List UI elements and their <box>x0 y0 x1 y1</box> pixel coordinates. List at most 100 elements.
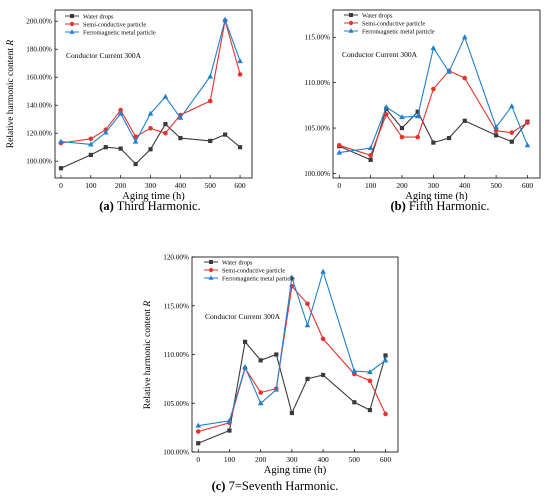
data-point-circle <box>336 143 342 148</box>
legend-label: Semi-conductive particle <box>83 21 146 28</box>
data-point-circle <box>431 86 436 92</box>
legend-marker-circle <box>348 20 354 26</box>
plot-frame <box>54 9 253 179</box>
x-tick-label: 500 <box>490 181 502 190</box>
x-tick-label: 400 <box>175 181 187 190</box>
caption-letter: (a) <box>99 199 114 213</box>
data-point-square <box>352 400 357 405</box>
y-tick-label: 100.00% <box>163 449 189 457</box>
y-tick-label: 180.00% <box>26 46 52 54</box>
data-point-triangle <box>117 110 124 116</box>
data-point-square <box>163 122 168 127</box>
series-line-1 <box>197 340 387 444</box>
data-point-square <box>237 145 243 150</box>
legend-label: Ferromagnetic metal particle <box>222 275 295 282</box>
data-point-triangle <box>222 16 228 22</box>
x-tick-label: 0 <box>196 455 200 464</box>
legend-marker-square <box>70 14 74 18</box>
data-point-triangle <box>399 114 405 120</box>
data-point-triangle <box>508 103 515 109</box>
data-point-square <box>509 139 514 144</box>
x-tick-label: 300 <box>428 181 440 190</box>
x-tick-label: 600 <box>234 181 246 190</box>
annotation-current: Conductor Current 300A <box>205 312 281 321</box>
data-point-square <box>208 138 213 143</box>
x-tick-label: 100 <box>85 181 97 190</box>
data-point-square <box>88 152 93 157</box>
legend-label: Water drops <box>222 259 253 266</box>
data-point-circle <box>163 130 168 136</box>
data-point-square <box>462 118 467 123</box>
data-point-triangle <box>446 68 452 74</box>
data-point-square <box>415 109 420 114</box>
legend-marker-square <box>209 260 213 264</box>
data-point-triangle <box>88 141 94 147</box>
legend-marker-square <box>349 13 353 17</box>
x-tick-label: 600 <box>522 181 534 190</box>
y-axis-label-variable: R <box>143 301 153 308</box>
data-point-square <box>399 125 405 131</box>
data-point-square <box>320 372 326 378</box>
x-tick-label: 400 <box>459 181 471 190</box>
data-point-circle <box>399 134 405 140</box>
x-tick-label: 0 <box>59 181 63 190</box>
data-point-square <box>274 352 279 357</box>
caption-text: Third Harmonic. <box>114 199 201 213</box>
data-point-triangle <box>242 364 248 370</box>
y-tick-label: 100.00% <box>26 158 52 166</box>
data-point-circle <box>368 152 373 158</box>
data-point-triangle <box>367 369 373 375</box>
data-point-triangle <box>430 45 437 51</box>
data-point-triangle <box>58 138 64 144</box>
data-point-circle <box>320 336 326 342</box>
data-point-circle <box>383 411 388 417</box>
data-point-triangle <box>289 274 295 280</box>
series-line-1 <box>339 107 528 161</box>
chart-caption: (c) 7=Seventh Harmonic. <box>212 479 339 493</box>
data-point-circle <box>195 429 201 434</box>
chart-3: 0 100 200 300 400 500 600 100.00% 105.00% 110.00%… <box>143 254 399 493</box>
y-axis-label-text: Relative harmonic content <box>6 46 16 149</box>
data-point-circle <box>509 130 515 135</box>
annotation-current: Conductor Current 300A <box>342 50 418 59</box>
caption-letter: (b) <box>391 199 406 213</box>
data-point-square <box>305 376 310 381</box>
data-point-triangle <box>195 422 202 428</box>
series-line-2 <box>198 285 386 433</box>
x-axis-label: Aging time (h) <box>122 191 185 202</box>
y-tick-label: 115.00% <box>164 302 190 310</box>
data-point-circle <box>118 107 123 113</box>
data-point-triangle <box>383 104 390 110</box>
data-point-square <box>58 166 64 171</box>
data-point-square <box>446 135 452 141</box>
x-tick-label: 200 <box>255 455 267 464</box>
x-tick-label: 100 <box>224 455 236 464</box>
data-point-circle <box>305 301 310 307</box>
data-point-circle <box>525 120 530 125</box>
x-tick-label: 500 <box>205 181 217 190</box>
plot-frame <box>332 9 541 179</box>
caption-text: 7=Seventh Harmonic. <box>225 479 338 493</box>
data-point-circle <box>148 126 153 131</box>
data-point-circle <box>462 75 468 81</box>
data-point-triangle <box>177 114 184 120</box>
y-tick-label: 105.00% <box>163 400 189 408</box>
series-line-3 <box>198 269 386 427</box>
data-point-square <box>289 410 294 416</box>
data-point-triangle <box>273 386 280 392</box>
data-point-square <box>118 146 123 151</box>
data-point-triangle <box>162 93 169 99</box>
legend-label: Semi-conductive particle <box>222 267 285 274</box>
chart-1: 0 100 200 300 400 500 600 100.00% 120.00% 140.00%… <box>6 9 253 213</box>
series-line-1 <box>60 123 241 169</box>
data-point-circle <box>133 134 138 139</box>
chart-caption: (a) Third Harmonic. <box>99 199 200 213</box>
data-point-triangle <box>493 124 499 130</box>
data-point-square <box>383 353 388 358</box>
x-tick-label: 100 <box>365 181 377 190</box>
data-point-triangle <box>207 73 214 79</box>
data-point-circle <box>88 136 94 142</box>
y-tick-label: 115.00% <box>305 34 331 42</box>
data-point-triangle <box>336 149 343 155</box>
